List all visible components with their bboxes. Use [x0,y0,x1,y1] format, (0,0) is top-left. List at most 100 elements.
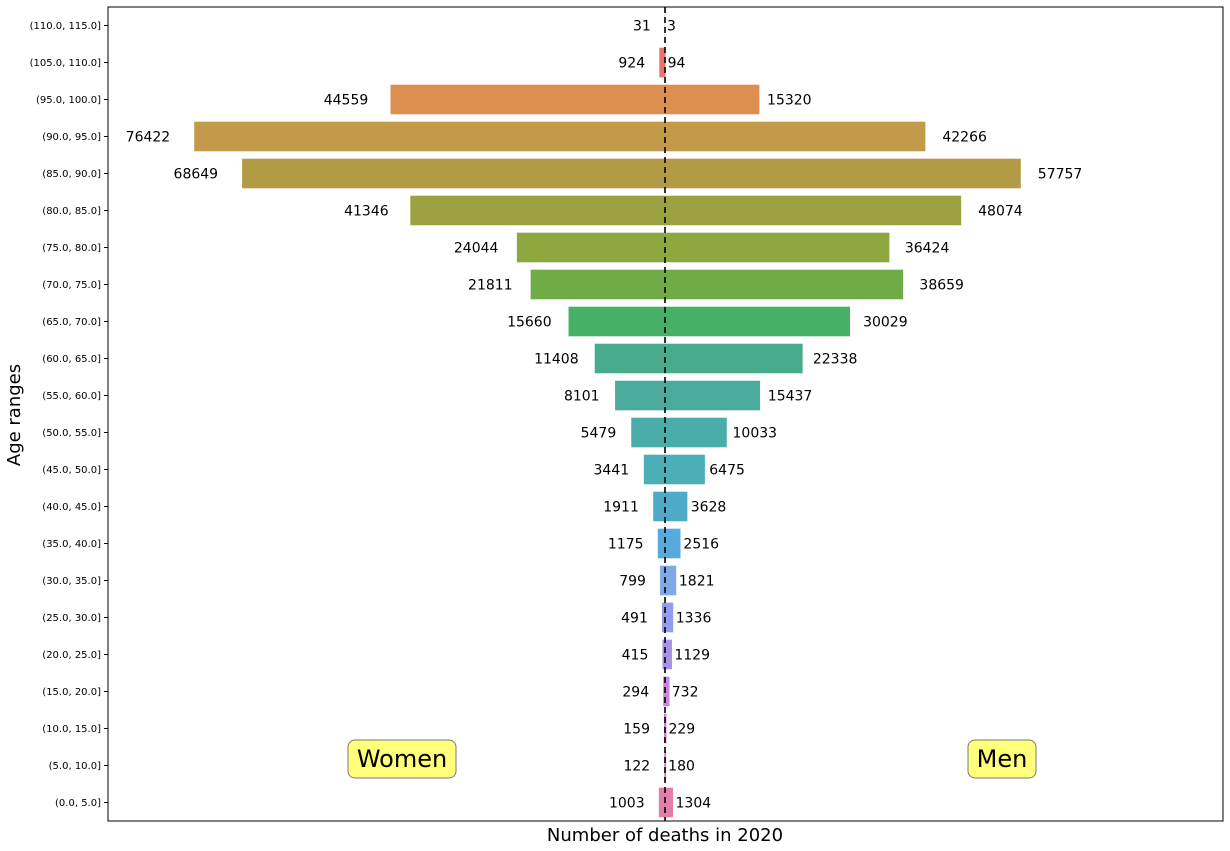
value-label-men-19: 15320 [767,93,812,109]
value-label-women-0: 1003 [609,796,645,812]
value-label-men-10: 10033 [733,426,778,442]
bar-men-15 [665,232,890,263]
value-label-women-8: 1911 [603,500,639,516]
y-tick-label-18: (90.0, 95.0] [42,132,101,143]
bar-women-16 [410,195,665,226]
bar-women-19 [390,84,665,115]
bar-women-0 [658,787,665,818]
y-tick-label-6: (30.0, 35.0] [42,576,101,587]
bar-women-17 [242,158,665,189]
bar-men-12 [665,343,803,374]
bar-men-18 [665,121,926,152]
bar-men-10 [665,417,727,448]
bar-women-7 [657,528,665,559]
x-axis-title: Number of deaths in 2020 [547,825,783,846]
value-label-women-1: 122 [623,759,650,775]
bar-women-14 [530,269,665,300]
value-label-women-2: 159 [623,722,650,738]
y-tick-label-10: (50.0, 55.0] [42,428,101,439]
value-label-men-1: 180 [668,759,695,775]
value-label-men-4: 1129 [674,648,710,664]
value-label-men-17: 57757 [1038,167,1083,183]
bar-women-3 [663,676,665,707]
value-label-men-3: 732 [672,685,699,701]
bar-men-5 [665,602,674,633]
value-labels-layer: 1003 1304 122 180 159 229 294 732 415 1129 491 1336… [126,19,1083,812]
value-label-men-16: 48074 [978,204,1023,220]
bar-men-16 [665,195,962,226]
bars-layer [194,10,1021,818]
value-label-men-13: 30029 [863,315,908,331]
value-label-men-9: 6475 [709,463,745,479]
value-label-men-21: 3 [667,19,676,35]
value-label-women-18: 76422 [126,130,171,146]
bar-men-0 [665,787,674,818]
value-label-men-8: 3628 [691,500,727,516]
bar-women-11 [615,380,665,411]
bar-women-12 [594,343,665,374]
y-tick-label-8: (40.0, 45.0] [42,502,101,513]
value-label-women-3: 294 [622,685,649,701]
annotation-box-0 [347,739,457,779]
bar-men-19 [665,84,760,115]
value-label-men-15: 36424 [905,241,950,257]
value-label-women-10: 5479 [581,426,617,442]
bar-women-9 [643,454,665,485]
bar-women-5 [661,602,665,633]
bar-women-18 [194,121,666,152]
y-tick-label-21: (110.0, 115.0] [30,21,102,32]
y-tick-label-1: (5.0, 10.0] [49,761,101,772]
annotation-box-1 [967,739,1037,779]
bar-men-9 [665,454,705,485]
value-label-men-14: 38659 [919,278,964,294]
value-label-men-12: 22338 [813,352,858,368]
annotation-text-1: Men [977,745,1028,773]
y-tick-label-15: (75.0, 80.0] [42,243,101,254]
bar-women-4 [662,639,665,670]
value-label-women-19: 44559 [324,93,369,109]
bar-men-7 [665,528,681,559]
y-tick-label-13: (65.0, 70.0] [42,317,101,328]
value-label-women-11: 8101 [564,389,600,405]
bar-women-13 [568,306,665,337]
value-label-women-12: 11408 [534,352,579,368]
annotation-text-0: Women [357,745,447,773]
value-label-women-6: 799 [619,574,646,590]
y-axis-title: Age ranges [4,364,25,466]
bar-men-17 [665,158,1021,189]
y-tick-label-7: (35.0, 40.0] [42,539,101,550]
value-label-women-21: 31 [633,19,651,35]
bar-women-8 [653,491,665,522]
value-label-men-18: 42266 [942,130,987,146]
y-tick-label-14: (70.0, 75.0] [42,280,101,291]
bar-women-1 [664,750,665,781]
value-label-women-20: 924 [618,56,645,72]
value-label-women-16: 41346 [344,204,389,220]
value-label-men-5: 1336 [676,611,712,627]
y-tick-label-3: (15.0, 20.0] [42,687,101,698]
annotations-layer: Women Men [347,739,1037,779]
bar-men-13 [665,306,850,337]
y-tick-label-20: (105.0, 110.0] [30,58,102,69]
value-label-women-9: 3441 [594,463,630,479]
value-label-men-7: 2516 [683,537,719,553]
value-label-men-11: 15437 [768,389,813,405]
y-tick-label-0: (0.0, 5.0] [55,798,101,809]
value-label-women-13: 15660 [507,315,552,331]
y-tick-label-9: (45.0, 50.0] [42,465,101,476]
value-label-women-7: 1175 [608,537,644,553]
bar-men-1 [665,750,667,781]
y-tick-label-17: (85.0, 90.0] [42,169,101,180]
bar-women-20 [659,47,665,78]
value-label-women-15: 24044 [454,241,499,257]
bar-men-8 [665,491,688,522]
bar-women-6 [660,565,665,596]
bar-men-11 [665,380,761,411]
bar-men-6 [665,565,677,596]
value-label-women-17: 68649 [174,167,219,183]
value-label-men-0: 1304 [676,796,712,812]
bar-men-3 [665,676,670,707]
bar-men-14 [665,269,904,300]
value-label-women-14: 21811 [468,278,513,294]
